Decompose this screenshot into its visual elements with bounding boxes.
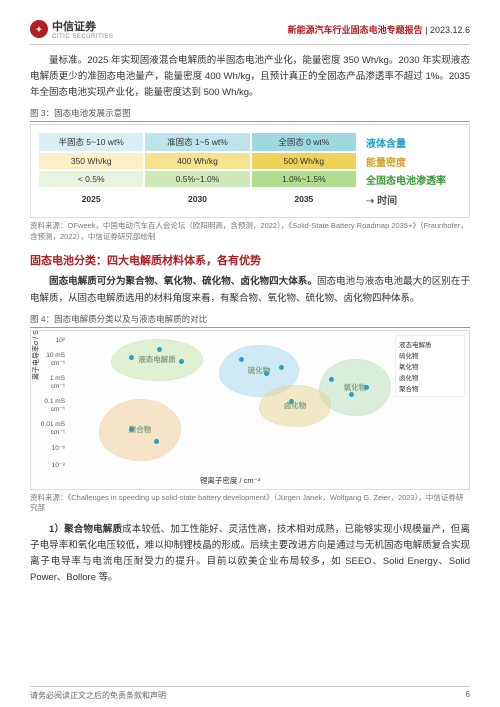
fig3-r1c1: 400 Wh/kg [145, 153, 249, 169]
fig4-dot [364, 385, 369, 390]
section-heading: 固态电池分类：四大电解质材料体系，各有优势 [30, 252, 470, 268]
paragraph-polymer: 1）聚合物电解质成本较低、加工性能好、灵活性高，技术相对成熟，已能够实现小规模量… [30, 522, 470, 587]
ytick-3: 0.1 mS cm⁻¹ [35, 398, 65, 413]
ytick-2: 1 mS cm⁻¹ [35, 375, 65, 390]
fig3-head-2: 全固态 0 wt% [252, 133, 356, 151]
fig3-r2c1: 0.5%~1.0% [145, 171, 249, 187]
fig3-time-label: ➝ 时间 [356, 192, 461, 207]
legend-2: 氧化物 [399, 361, 461, 371]
fig4-legend: 液态电解质 硫化物 氧化物 卤化物 聚合物 [395, 335, 465, 397]
legend-1: 硫化物 [399, 350, 461, 360]
fig4-dot [239, 357, 244, 362]
fig3-head-0: 半固态 5~10 wt% [39, 133, 143, 151]
ytick-1: 10 mS cm⁻¹ [35, 352, 65, 367]
section-para-bold: 固态电解质可分为聚合物、氧化物、硫化物、卤化物四大体系。 [49, 276, 317, 287]
ytick-5: 10⁻⁶ [35, 444, 65, 452]
fig4-dot [129, 427, 134, 432]
section-para: 固态电解质可分为聚合物、氧化物、硫化物、卤化物四大体系。固态电池与液态电池最大的… [30, 274, 470, 306]
fig4-dot [154, 439, 159, 444]
ytick-0: 10² [35, 337, 65, 344]
fig3-r2c0: < 0.5% [39, 171, 143, 187]
ytick-4: 0.01 mS cm⁻¹ [35, 421, 65, 436]
fig3-year-2: 2035 [252, 191, 356, 207]
fig3-roadmap: 半固态 5~10 wt% 准固态 1~5 wt% 全固态 0 wt% 液体含量 … [30, 124, 470, 218]
fig4-yaxis: 10² 10 mS cm⁻¹ 1 mS cm⁻¹ 0.1 mS cm⁻¹ 0.0… [35, 337, 65, 469]
logo-block: ✦ 中信证券 CITIC SECURITIES [30, 18, 113, 40]
fig4-dot [289, 399, 294, 404]
fig4-source: 资料来源：《Challenges in speeding up solid-st… [30, 493, 470, 514]
fig3-r1c0: 350 Wh/kg [39, 153, 143, 169]
fig4-plot-area: 液态电解质硫化物氧化物卤化物聚合物 [69, 337, 399, 471]
legend-3: 卤化物 [399, 372, 461, 382]
fig3-source: 资料来源：OFweek，中国电动汽车百人会论坛（欧阳明高，含预测，2022），《… [30, 221, 470, 242]
header-right: 新能源汽车行业固态电池专题报告 | 2023.12.6 [288, 23, 470, 36]
fig4-dot [264, 371, 269, 376]
logo-icon: ✦ [30, 20, 48, 38]
report-title: 新能源汽车行业固态电池专题报告 [288, 25, 423, 35]
fig3-year-0: 2025 [39, 191, 143, 207]
footer-page-number: 6 [466, 690, 470, 701]
logo-cn: 中信证券 [52, 18, 113, 34]
fig4-dot [179, 359, 184, 364]
fig3-caption: 图 3：固态电池发展示意图 [30, 107, 470, 122]
fig4-caption: 图 4：固态电解质分类以及与液态电解质的对比 [30, 313, 470, 328]
paragraph-intro: 量标准。2025 年实现固液混合电解质的半固态电池产业化，能量密度 350 Wh… [30, 53, 470, 101]
legend-0: 液态电解质 [399, 339, 461, 349]
report-date: 2023.12.6 [430, 25, 470, 35]
ytick-6: 10⁻⁸ [35, 461, 65, 469]
header-sep: | [423, 25, 430, 35]
footer-disclaimer: 请务必阅读正文之后的免责条款和声明 [30, 690, 166, 701]
fig4-blob: 液态电解质 [111, 339, 203, 381]
fig4-dot [157, 347, 162, 352]
fig4-dot [279, 365, 284, 370]
page-footer: 请务必阅读正文之后的免责条款和声明 6 [30, 686, 470, 701]
fig3-energy-label: 能量密度 [356, 154, 461, 169]
fig3-liquid-label: 液体含量 [356, 135, 461, 150]
fig4-dot [329, 377, 334, 382]
fig3-r1c2: 500 Wh/kg [252, 153, 356, 169]
fig3-pen-label: 全固态电池渗透率 [356, 172, 461, 187]
fig3-year-1: 2030 [145, 191, 249, 207]
logo-en: CITIC SECURITIES [52, 34, 113, 40]
fig4-chart: 离子电导率σ / S·cm⁻¹ 10² 10 mS cm⁻¹ 1 mS cm⁻¹… [30, 330, 470, 490]
fig4-blob: 卤化物 [259, 385, 331, 427]
fig3-head-1: 准固态 1~5 wt% [145, 133, 249, 151]
legend-4: 聚合物 [399, 383, 461, 393]
fig4-xlabel: 锂离子密度 / cm⁻³ [31, 475, 429, 486]
para2-lead: 1）聚合物电解质 [49, 524, 122, 535]
fig4-blob: 聚合物 [99, 399, 181, 461]
fig4-dot [349, 392, 354, 397]
fig4-dot [129, 355, 134, 360]
page-header: ✦ 中信证券 CITIC SECURITIES 新能源汽车行业固态电池专题报告 … [30, 18, 470, 45]
fig3-r2c2: 1.0%~1.5% [252, 171, 356, 187]
